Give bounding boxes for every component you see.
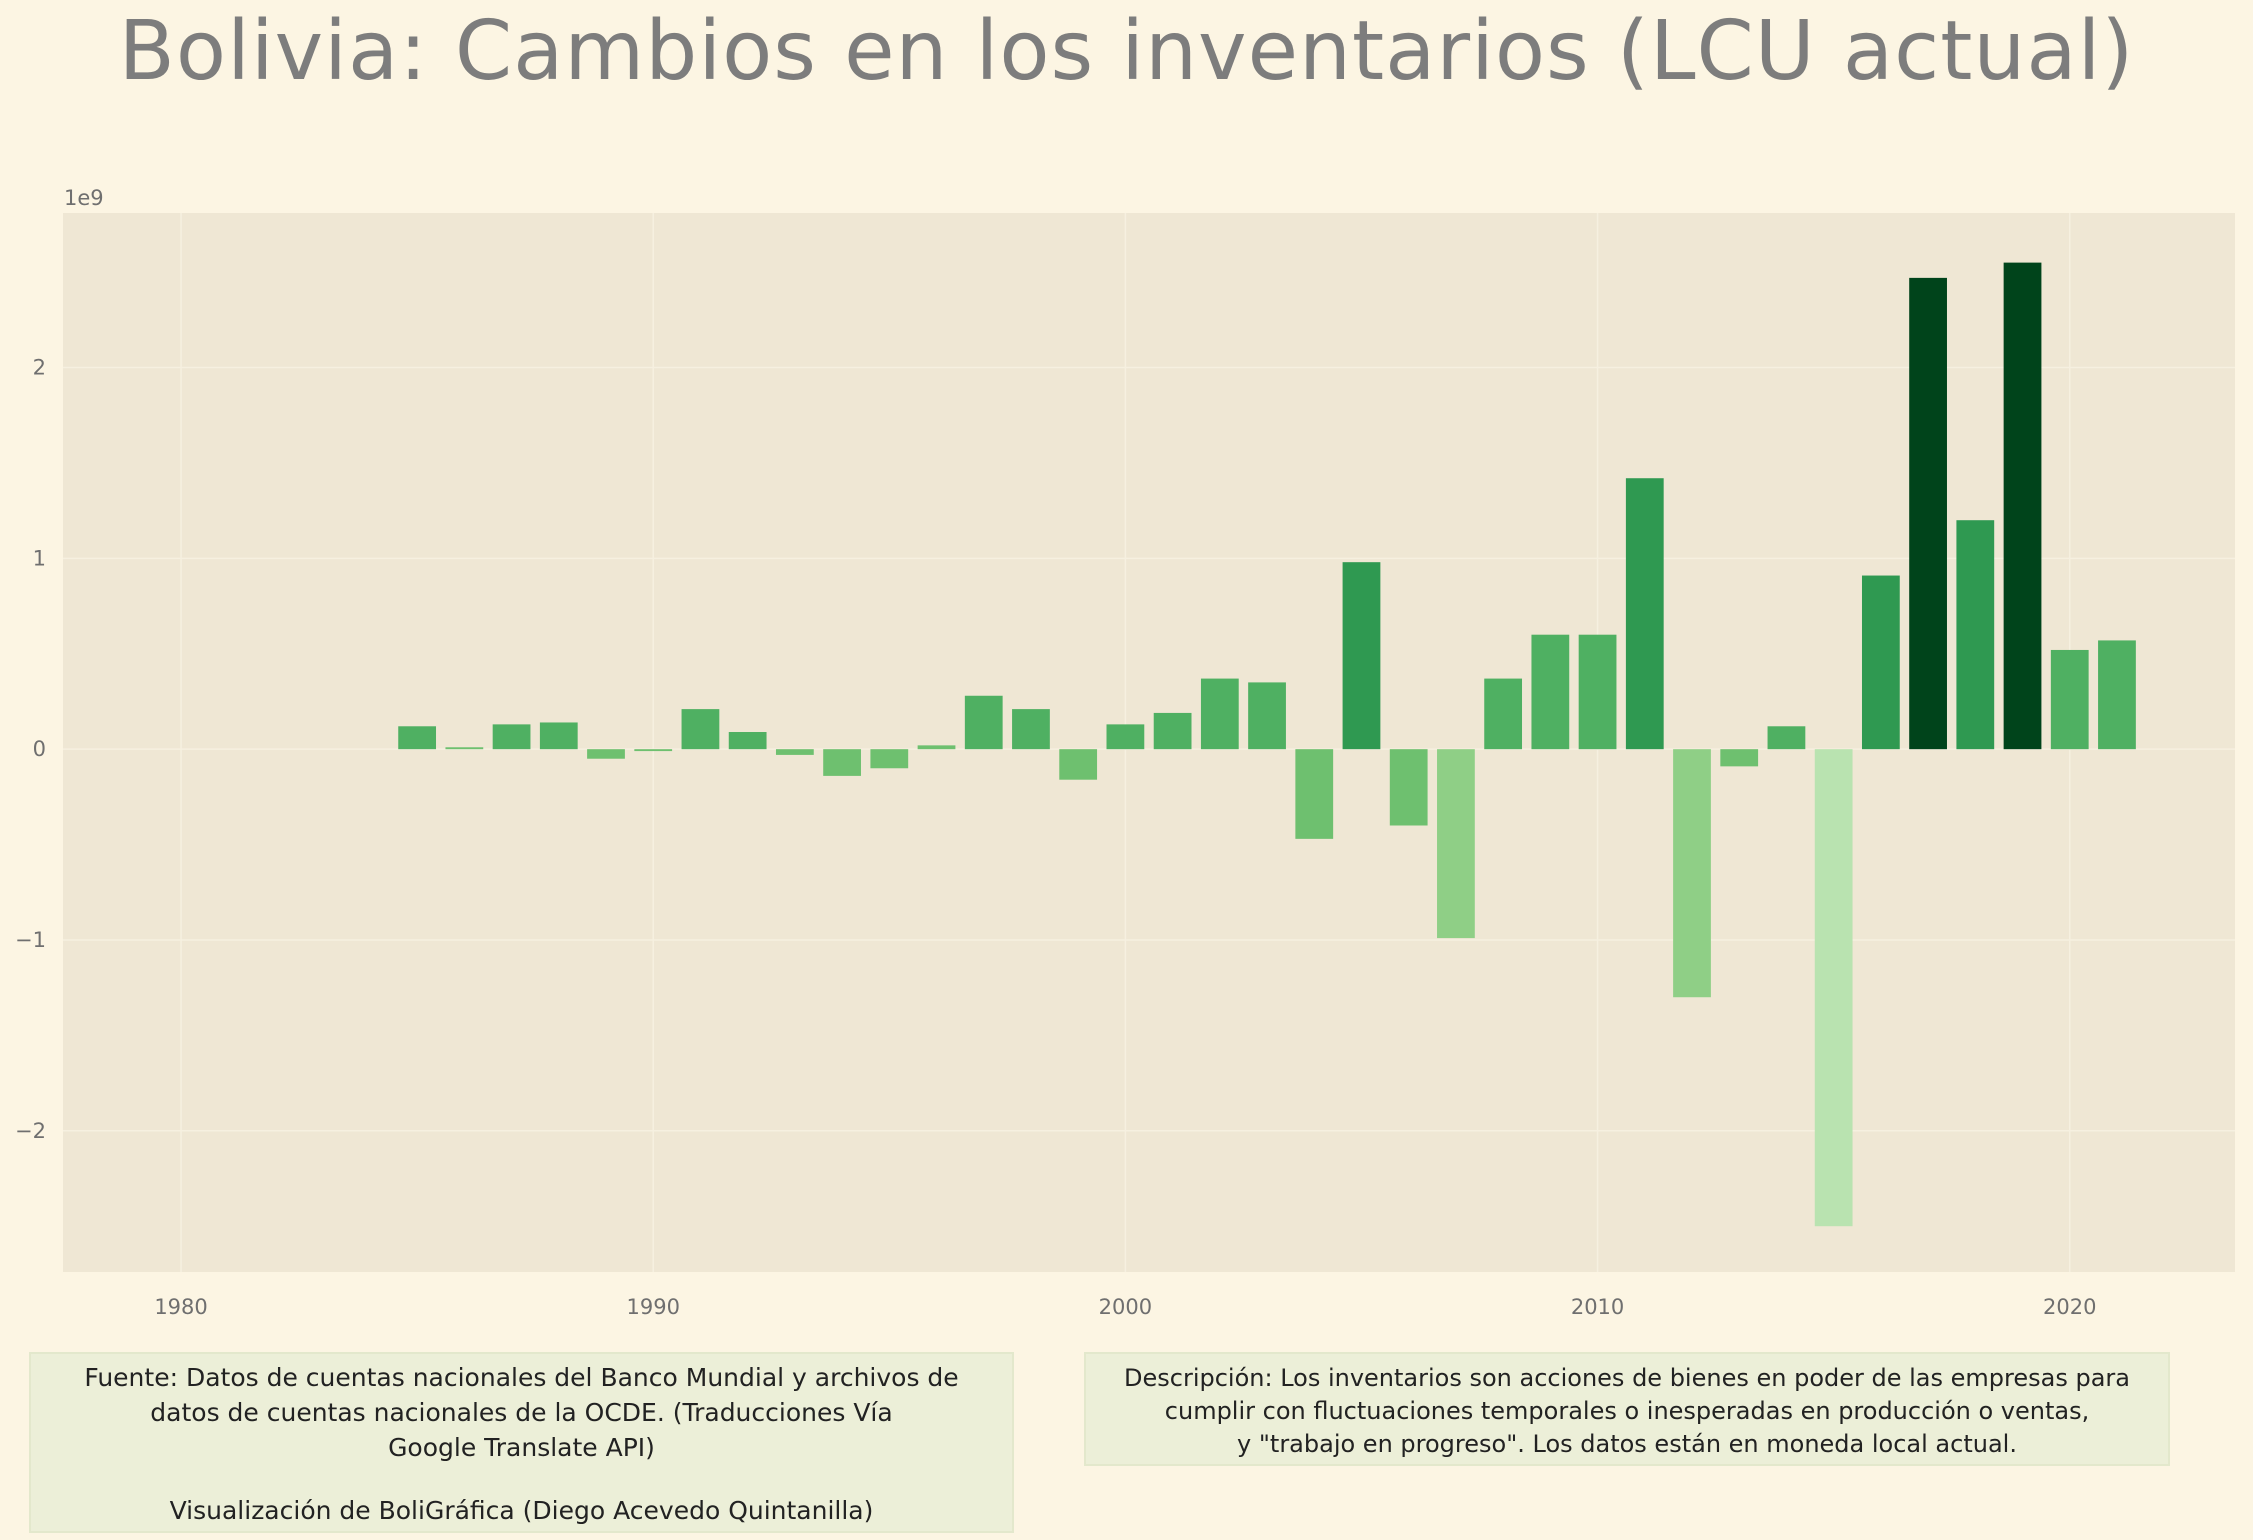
bar-1993 [775,749,814,755]
bar-1995 [870,749,909,769]
bar-1989 [587,749,625,759]
bar-2001 [1153,712,1192,750]
bar-2004 [1295,749,1334,839]
bars [398,262,2136,1227]
bar-chart: 1980 1990 2000 2010 2020 −2 −1 0 1 2 1e9 [15,186,2235,1319]
description-line: y "trabajo en progreso". Los datos están… [1237,1430,2017,1458]
bar-1999 [1059,749,1098,780]
bar-2017 [1909,277,1947,750]
bar-2016 [1861,575,1900,750]
y-tick-label: 1 [33,546,46,570]
bar-2008 [1484,678,1523,750]
bar-1997 [964,695,1003,750]
bar-2020 [2050,649,2089,750]
bar-2002 [1200,678,1239,750]
bar-2018 [1956,520,1995,750]
source-line: Fuente: Datos de cuentas nacionales del … [84,1363,959,1392]
bar-2014 [1767,726,1806,750]
description-line: Descripción: Los inventarios son accione… [1124,1364,2130,1392]
source-line: datos de cuentas nacionales de la OCDE. … [150,1398,893,1427]
bar-2019 [2003,262,2042,750]
y-tick-label: −2 [15,1119,46,1143]
chart-title: Bolivia: Cambios en los inventarios (LCU… [118,4,2135,99]
y-tick-label: −1 [15,928,46,952]
bar-1986 [445,747,484,750]
bar-2000 [1106,724,1145,750]
bar-2005 [1342,562,1381,750]
bar-2015 [1814,749,1853,1227]
bar-1991 [681,709,720,750]
bar-2006 [1389,749,1428,826]
x-tick-label: 1990 [626,1295,679,1319]
bar-2007 [1437,749,1475,939]
x-axis-tick-labels: 1980 1990 2000 2010 2020 [154,1295,2096,1319]
x-tick-label: 2020 [2043,1295,2096,1319]
bar-1987 [492,724,531,750]
y-axis-scale-label: 1e9 [64,186,104,210]
x-tick-label: 2010 [1571,1295,1624,1319]
x-tick-label: 1980 [154,1295,207,1319]
description-line: cumplir con fluctuaciones temporales o i… [1164,1397,2090,1425]
bar-2012 [1673,749,1711,998]
y-tick-label: 0 [33,737,46,761]
bar-1996 [917,745,956,750]
bar-1998 [1012,709,1050,750]
bar-1990 [634,749,673,752]
source-line: Google Translate API) [388,1433,655,1462]
bar-1994 [823,749,861,776]
bar-2010 [1578,634,1617,750]
bar-2013 [1720,749,1759,767]
x-tick-label: 2000 [1099,1295,1152,1319]
bar-2021 [2098,640,2136,750]
bar-1988 [539,722,578,750]
bar-1985 [398,726,437,750]
description-note: Descripción: Los inventarios son accione… [1084,1352,2170,1466]
bar-2009 [1531,634,1570,750]
y-axis-tick-labels: −2 −1 0 1 2 [15,356,46,1143]
credit-line: Visualización de BoliGráfica (Diego Acev… [169,1496,874,1525]
source-note: Fuente: Datos de cuentas nacionales del … [29,1352,1014,1533]
bar-2003 [1248,682,1286,750]
bar-2011 [1625,478,1664,750]
bar-1992 [728,732,767,750]
y-tick-label: 2 [33,356,46,380]
